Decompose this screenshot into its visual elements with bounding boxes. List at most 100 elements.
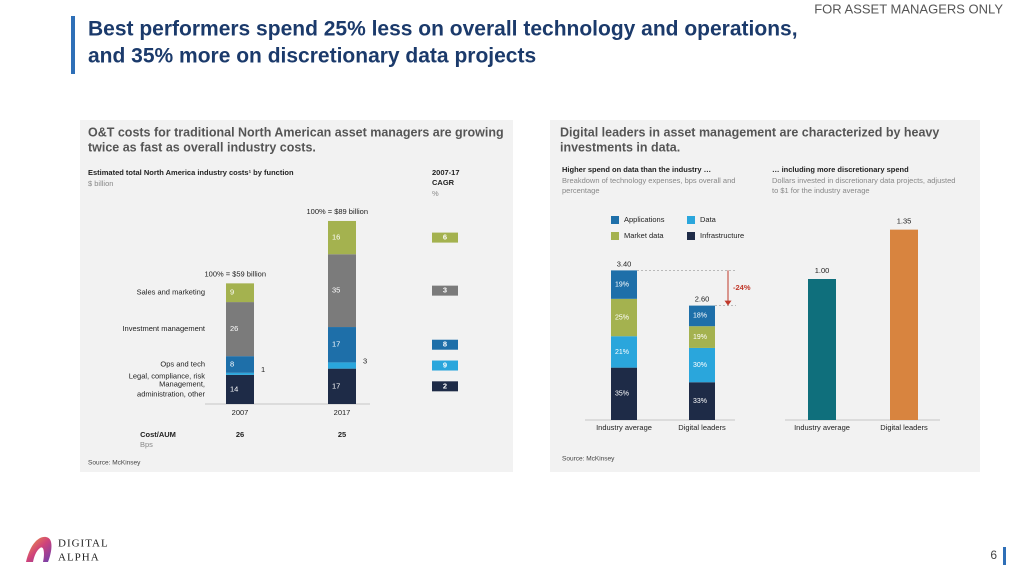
segment-label: 25% [615, 314, 629, 321]
bar-segment [226, 356, 254, 373]
source: Source: McKinsey [562, 456, 615, 463]
cagr-value: 3 [443, 286, 447, 295]
segment-label: 26 [230, 324, 238, 333]
cagr-value: 9 [443, 361, 447, 370]
segment-label: 17 [332, 381, 340, 390]
segment-label: 19% [693, 334, 707, 341]
bar-segment [611, 367, 637, 420]
bar-segment [226, 374, 254, 404]
legend-label: Market data [624, 231, 664, 240]
cagr-box [432, 381, 458, 392]
title-line: and 35% more on discretionary data proje… [88, 45, 536, 68]
bar [890, 229, 918, 420]
value-label: 1.35 [897, 217, 912, 226]
bar-segment [328, 368, 356, 404]
segment-label: 21% [615, 349, 629, 356]
x-tick-label: Digital leaders [678, 423, 726, 432]
segment-label: 3 [363, 357, 367, 366]
series-label: Legal, compliance, risk [129, 371, 206, 380]
cagr-title: CAGR [432, 178, 455, 187]
x-tick-label: Industry average [794, 423, 850, 432]
legend-swatch [687, 216, 695, 224]
bar-segment [611, 336, 637, 368]
segment-label: 16 [332, 233, 340, 242]
series-label: Management, [159, 379, 205, 388]
bar-segment [611, 298, 637, 337]
series-label: administration, other [137, 389, 205, 398]
x-tick-label: 2007 [232, 408, 249, 417]
cagr-box [432, 232, 458, 243]
legend-label: Data [700, 215, 717, 224]
series-label: Sales and marketing [137, 288, 205, 297]
cost-unit: Bps [140, 440, 153, 449]
legend-swatch [611, 216, 619, 224]
segment-label: 17 [332, 340, 340, 349]
bar-segment [328, 254, 356, 328]
cagr-box [432, 285, 458, 296]
bar-segment [226, 302, 254, 357]
chart-title: … including more discretionary spend [772, 165, 909, 174]
chart-title: Estimated total North America industry c… [88, 168, 294, 177]
segment-label: 1 [261, 365, 265, 374]
segment-label: 33% [693, 398, 707, 405]
logo-text: DIGITAL [58, 538, 109, 550]
value-label: 1.00 [815, 266, 830, 275]
bar-segment [689, 347, 715, 383]
cagr-value: 8 [443, 340, 447, 349]
title-line: Best performers spend 25% less on overal… [88, 18, 798, 41]
legend-swatch [687, 232, 695, 240]
cagr-title: 2007-17 [432, 168, 460, 177]
legend-label: Infrastructure [700, 231, 744, 240]
cost-label: Cost/AUM [140, 430, 176, 439]
bar-segment [689, 382, 715, 420]
cost-value: 26 [236, 430, 244, 439]
chart-subtitle: percentage [562, 186, 600, 195]
cagr-value: 6 [443, 233, 447, 242]
change-arrowhead [724, 300, 732, 306]
legend-label: Applications [624, 215, 665, 224]
tag: FOR ASSET MANAGERS ONLY [814, 1, 1003, 16]
bar [808, 279, 836, 420]
cost-value: 25 [338, 430, 346, 439]
bar-segment [328, 362, 356, 369]
logo-mark [26, 536, 52, 562]
segment-label: 18% [693, 313, 707, 320]
segment-label: 8 [230, 359, 234, 368]
segment-label: 9 [230, 288, 234, 297]
chart-title: Higher spend on data than the industry … [562, 165, 711, 174]
total-label: 100% = $59 billion [204, 269, 266, 278]
segment-label: 19% [615, 281, 629, 288]
x-tick-label: Digital leaders [880, 423, 928, 432]
x-tick-label: Industry average [596, 423, 652, 432]
change-label: -24% [733, 283, 751, 292]
bar-segment [328, 220, 356, 255]
panel-heading: investments in data. [560, 140, 680, 154]
cagr-box [432, 360, 458, 371]
bar-segment [689, 305, 715, 327]
segment-label: 35 [332, 286, 340, 295]
chart-subtitle: $ billion [88, 179, 113, 188]
segment-label: 35% [615, 391, 629, 398]
cagr-box [432, 339, 458, 350]
chart-subtitle: to $1 for the industry average [772, 186, 870, 195]
total-label: 100% = $89 billion [306, 207, 368, 216]
source: Source: McKinsey [88, 460, 141, 467]
bar-segment [328, 327, 356, 363]
segment-label: 14 [230, 384, 238, 393]
panel-heading: O&T costs for traditional North American… [88, 125, 504, 139]
cagr-value: 2 [443, 381, 447, 390]
page-number: 6 [990, 548, 997, 562]
panel-heading: twice as fast as overall industry costs. [88, 140, 316, 154]
x-tick-label: 2017 [334, 408, 351, 417]
page-bar [1003, 547, 1006, 565]
bar-segment [226, 283, 254, 303]
title-bar [71, 16, 75, 74]
logo-text: ALPHA [58, 552, 100, 564]
bar-segment [689, 326, 715, 348]
legend-swatch [611, 232, 619, 240]
series-label: Investment management [122, 324, 205, 333]
total-label: 3.40 [617, 259, 632, 268]
bar-segment [226, 372, 254, 375]
bar-segment [611, 270, 637, 299]
